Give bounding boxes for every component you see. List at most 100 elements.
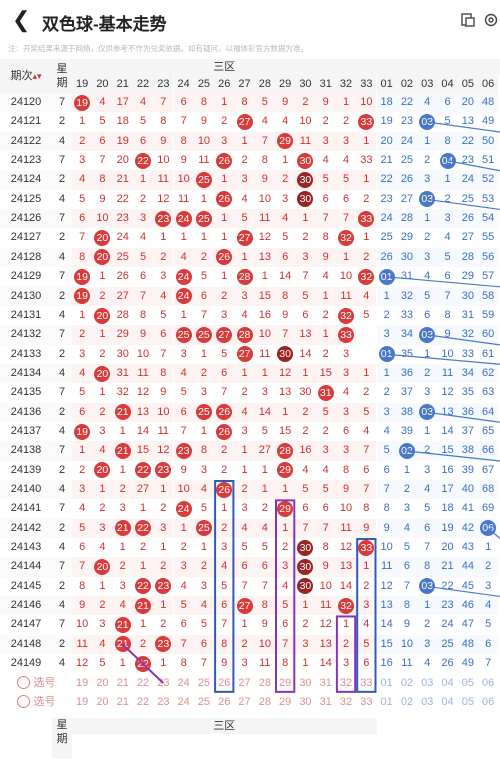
blue-cell: 11	[437, 364, 457, 383]
red-cell: 2	[316, 112, 336, 131]
red-ball: 21	[115, 520, 131, 536]
select-red-cell[interactable]: 21	[113, 693, 133, 712]
select-blue-cell[interactable]: 05	[458, 674, 478, 693]
select-red-cell[interactable]: 22	[133, 693, 153, 712]
select-red-cell[interactable]: 20	[92, 693, 112, 712]
select-blue-cell[interactable]: 02	[397, 693, 417, 712]
red-cell: 8	[153, 364, 173, 383]
select-red-cell[interactable]: 29	[275, 674, 295, 693]
red-cell: 1	[153, 228, 173, 247]
select-red-cell[interactable]: 32	[336, 693, 356, 712]
select-red-cell[interactable]: 19	[72, 674, 92, 693]
select-blue-cell[interactable]: 01	[377, 674, 397, 693]
red-ball: 25	[176, 327, 192, 343]
select-red-cell[interactable]: 22	[133, 674, 153, 693]
red-cell: 4	[72, 499, 92, 518]
red-cell: 1	[194, 228, 214, 247]
select-red-cell[interactable]: 19	[72, 693, 92, 712]
red-cell: 1	[92, 577, 112, 596]
back-icon[interactable]: ❮	[12, 9, 30, 31]
select-red-cell[interactable]: 25	[194, 674, 214, 693]
select-red-cell[interactable]: 24	[174, 693, 194, 712]
select-red-cell[interactable]: 31	[316, 693, 336, 712]
select-blue-cell[interactable]: 03	[417, 693, 437, 712]
select-blue-cell[interactable]: 01	[377, 693, 397, 712]
copy-icon[interactable]	[460, 12, 476, 28]
blue-cell: 20	[377, 132, 397, 151]
red-cell: 1	[113, 654, 133, 673]
week-cell: 7	[52, 383, 72, 402]
red-cell: 2	[295, 228, 315, 247]
select-red-cell[interactable]: 21	[113, 674, 133, 693]
select-red-cell[interactable]: 33	[356, 674, 376, 693]
red-cell: 14	[316, 654, 336, 673]
red-cell: 5	[234, 538, 254, 557]
select-red-cell[interactable]: 24	[174, 674, 194, 693]
red-cell: 1	[295, 209, 315, 228]
blue-ball: 04	[440, 153, 456, 169]
red-cell: 3	[336, 654, 356, 673]
red-column-header: 20	[92, 75, 112, 93]
blue-cell: 23	[377, 190, 397, 209]
week-cell: 2	[52, 577, 72, 596]
select-red-cell[interactable]: 27	[234, 693, 254, 712]
week-cell: 2	[52, 170, 72, 189]
select-red-cell[interactable]: 33	[356, 693, 376, 712]
week-cell: 4	[52, 422, 72, 441]
red-cell: 1	[133, 557, 153, 576]
select-red-cell[interactable]: 20	[92, 674, 112, 693]
blue-cell: 3	[478, 577, 498, 596]
issue-cell: 24146	[0, 596, 52, 615]
red-cell: 1	[356, 364, 376, 383]
settings-icon[interactable]	[483, 12, 499, 28]
select-red-cell[interactable]: 31	[316, 674, 336, 693]
select-blue-cell[interactable]: 06	[478, 693, 498, 712]
red-cell: 2	[194, 557, 214, 576]
red-cell: 6	[174, 93, 194, 112]
select-red-cell[interactable]: 30	[295, 674, 315, 693]
red-cell: 5	[92, 654, 112, 673]
red-cell: 7	[316, 209, 336, 228]
blue-cell: 31	[397, 267, 417, 286]
select-blue-cell[interactable]: 05	[458, 693, 478, 712]
select-row-label[interactable]: 选号	[0, 693, 72, 712]
blue-cell: 39	[397, 422, 417, 441]
select-red-cell[interactable]: 23	[153, 693, 173, 712]
issue-cell: 24120	[0, 93, 52, 112]
select-red-cell[interactable]: 30	[295, 693, 315, 712]
chevron-down-icon[interactable]: ⌄	[156, 11, 168, 28]
select-red-cell[interactable]: 28	[255, 693, 275, 712]
select-red-cell[interactable]: 26	[214, 693, 234, 712]
week-cell: 2	[52, 228, 72, 247]
red-cell: 10	[153, 151, 173, 170]
select-red-cell[interactable]: 32	[336, 674, 356, 693]
select-red-cell[interactable]: 23	[153, 674, 173, 693]
select-blue-cell[interactable]: 06	[478, 674, 498, 693]
select-red-cell[interactable]: 26	[214, 674, 234, 693]
select-red-cell[interactable]: 27	[234, 674, 254, 693]
issue-cell: 24129	[0, 267, 52, 286]
blue-cell: 2	[377, 383, 397, 402]
issue-header[interactable]: 期次▴▾	[0, 59, 52, 93]
select-red-cell[interactable]: 28	[255, 674, 275, 693]
select-red-cell[interactable]: 29	[275, 693, 295, 712]
red-cell: 5	[255, 422, 275, 441]
select-blue-cell[interactable]: 03	[417, 674, 437, 693]
red-cell: 11	[194, 151, 214, 170]
issue-cell: 24147	[0, 615, 52, 634]
red-cell: 3	[234, 170, 254, 189]
red-cell: 1	[92, 383, 112, 402]
blue-cell: 68	[478, 480, 498, 499]
red-cell: 1	[295, 654, 315, 673]
blue-cell: 60	[478, 325, 498, 344]
select-red-cell[interactable]: 25	[194, 693, 214, 712]
red-cell: 27	[113, 287, 133, 306]
select-blue-cell[interactable]: 04	[437, 674, 457, 693]
red-cell: 3	[295, 248, 315, 267]
select-blue-cell[interactable]: 04	[437, 693, 457, 712]
issue-cell: 24144	[0, 557, 52, 576]
select-row-label[interactable]: 选号	[0, 674, 72, 693]
blue-cell: 2	[397, 480, 417, 499]
red-cell: 4	[316, 267, 336, 286]
select-blue-cell[interactable]: 02	[397, 674, 417, 693]
